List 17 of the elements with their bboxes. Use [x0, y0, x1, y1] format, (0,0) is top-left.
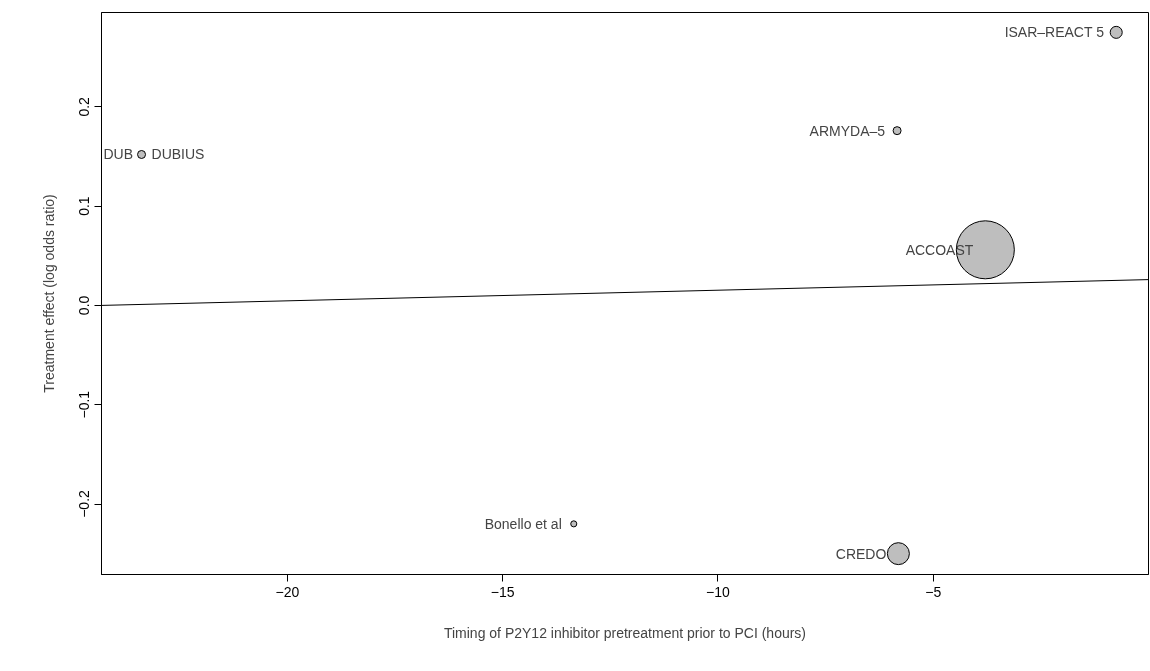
x-tick-label: −5 [925, 583, 942, 600]
y-tick-label: −0.1 [76, 390, 93, 419]
y-tick-label: −0.2 [76, 489, 93, 518]
annotation: DUB [103, 146, 134, 163]
x-tick-label: −20 [275, 583, 300, 600]
annotation: ISAR–REACT 5 [1004, 24, 1105, 41]
x-tick-label: −10 [706, 583, 731, 600]
y-tick-label: 0.1 [76, 196, 93, 216]
annotation: DUBIUS [151, 146, 205, 163]
annotation: CREDO [835, 545, 887, 562]
y-tick-label: 0.2 [76, 96, 93, 117]
y-tick-label: 0.0 [76, 295, 93, 316]
y-axis-title: Treatment effect (log odds ratio) [40, 194, 57, 393]
x-axis-title: Timing of P2Y12 inhibitor pretreatment prior to PCI (hours) [443, 624, 807, 641]
annotation: ARMYDA–5 [809, 122, 886, 139]
x-tick-label: −15 [490, 583, 515, 600]
annotation: Bonello et al [484, 515, 562, 532]
